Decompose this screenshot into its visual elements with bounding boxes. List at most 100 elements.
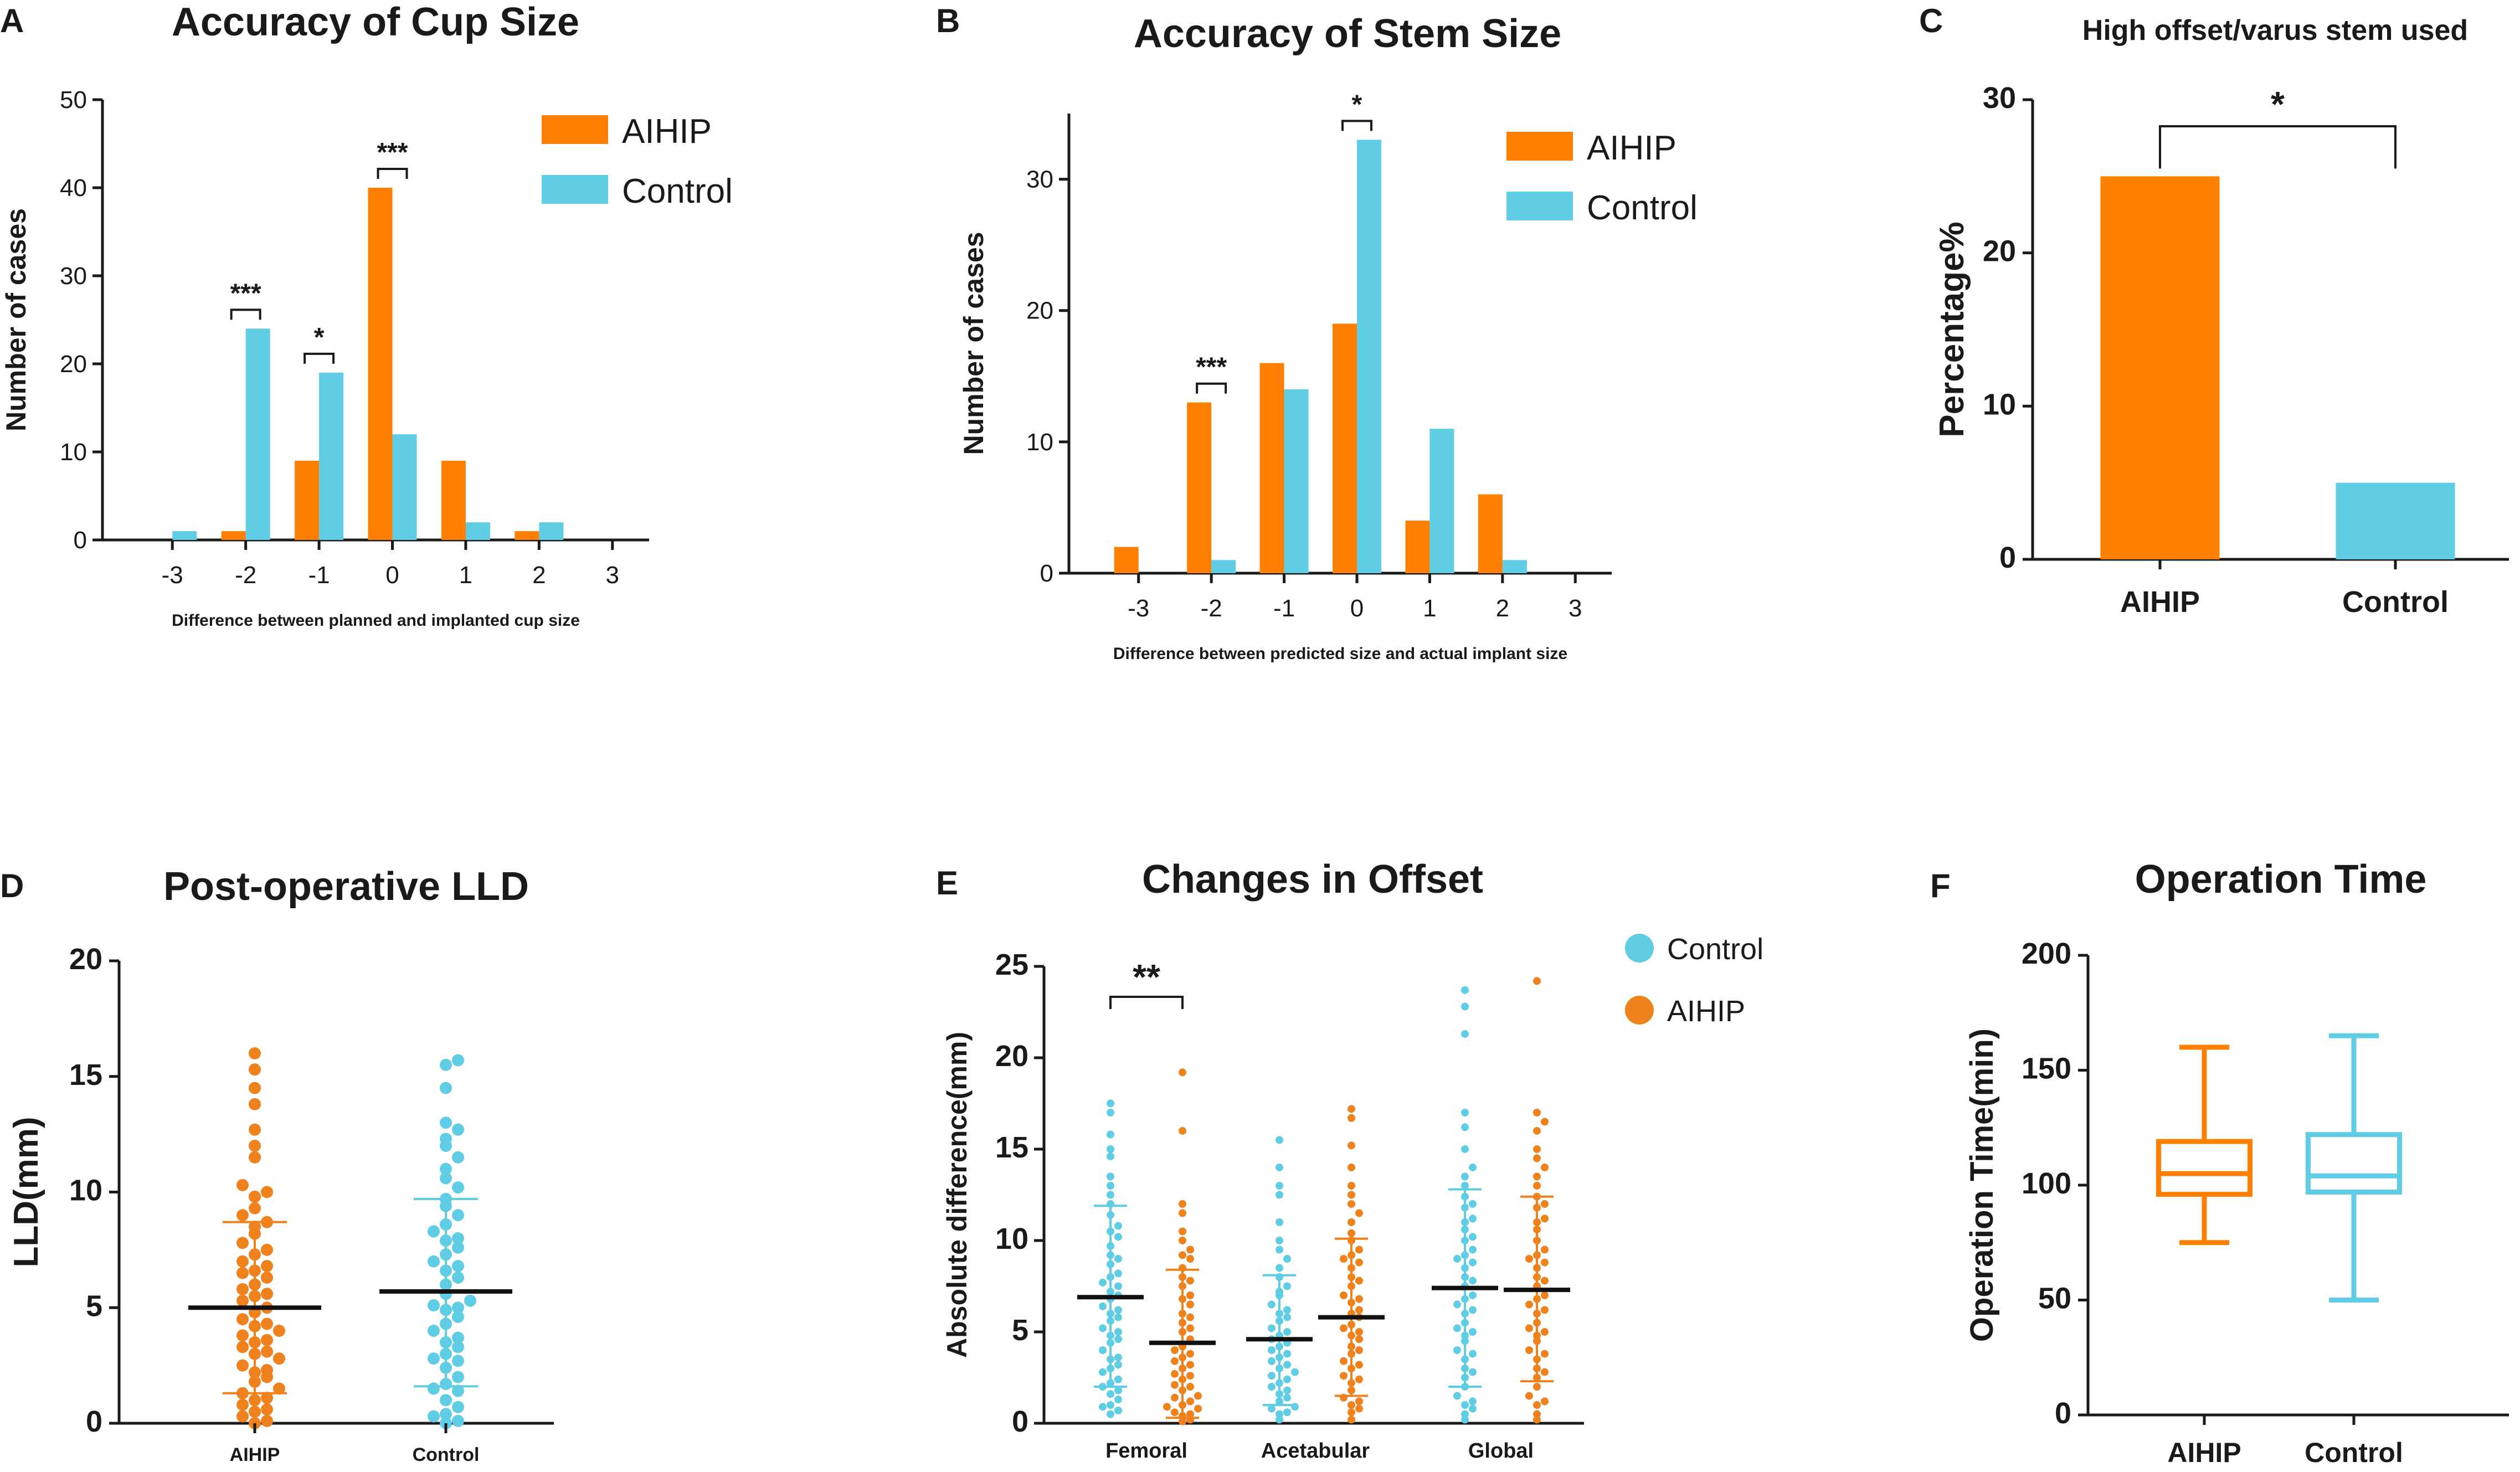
data-point	[428, 1255, 440, 1268]
data-point	[236, 1178, 249, 1191]
data-point	[1541, 1118, 1549, 1126]
data-point	[249, 1140, 261, 1152]
data-point	[1268, 1346, 1276, 1354]
data-point	[1461, 1109, 1469, 1116]
data-point	[1276, 1237, 1283, 1244]
bar-control	[2336, 482, 2455, 559]
data-point	[1340, 1357, 1348, 1365]
data-point	[261, 1345, 273, 1358]
data-point	[1171, 1346, 1179, 1354]
data-point	[1283, 1255, 1291, 1263]
significance-bracket	[2159, 125, 2396, 169]
data-point	[1283, 1386, 1291, 1394]
data-point	[1533, 1410, 1541, 1418]
data-point	[1283, 1350, 1291, 1358]
panel-f: F Operation Time 0 50 100 150 200 AIHIP Control O…	[1930, 857, 2509, 1468]
data-point	[1186, 1324, 1194, 1332]
bar-control	[465, 522, 490, 540]
y-tick-label: 20	[1026, 297, 1053, 325]
legend-label-aihip: AIHIP	[1587, 129, 1676, 167]
data-point	[1533, 1416, 1541, 1424]
data-point	[1541, 1214, 1549, 1223]
data-point	[1469, 1200, 1477, 1208]
data-point	[1541, 1350, 1549, 1358]
legend-swatch-aihip	[542, 115, 608, 144]
y-tick-label: 50	[2038, 1282, 2071, 1315]
x-tick-label: Control	[2342, 585, 2449, 619]
bar-aihip	[1187, 402, 1212, 573]
x-tick-label: -3	[1128, 595, 1149, 622]
data-point	[1179, 1068, 1186, 1077]
data-point	[1355, 1295, 1363, 1303]
data-point	[261, 1260, 273, 1273]
data-point	[249, 1190, 261, 1203]
data-point	[236, 1283, 249, 1295]
data-point	[1114, 1306, 1122, 1314]
data-point	[261, 1334, 273, 1346]
data-point	[1107, 1182, 1114, 1190]
data-point	[1107, 1109, 1114, 1116]
y-tick-label: 30	[1983, 81, 2016, 115]
data-point	[1107, 1410, 1114, 1418]
x-tick-label: 1	[459, 562, 472, 589]
data-point	[1179, 1251, 1186, 1259]
data-point	[1194, 1404, 1202, 1413]
x-tick-label: Control	[413, 1444, 480, 1465]
data-point	[452, 1271, 464, 1284]
data-point	[1114, 1406, 1122, 1414]
data-point	[1276, 1410, 1283, 1418]
bar-aihip	[1478, 494, 1503, 573]
data-point	[1099, 1346, 1107, 1354]
data-point	[1107, 1172, 1114, 1181]
data-point	[1179, 1200, 1186, 1208]
data-point	[249, 1063, 261, 1076]
x-tick-label: Global	[1468, 1439, 1534, 1463]
data-point	[1355, 1397, 1363, 1406]
data-point	[261, 1243, 273, 1256]
y-axis-title: Operation Time(min)	[1964, 1028, 2000, 1342]
data-point	[440, 1408, 452, 1420]
data-point	[1268, 1372, 1276, 1380]
y-tick-label: 150	[2022, 1052, 2071, 1085]
bar-aihip	[441, 460, 466, 540]
data-point	[1114, 1396, 1122, 1404]
data-point	[1276, 1182, 1283, 1190]
x-tick-label: 3	[606, 562, 619, 589]
data-point	[261, 1317, 273, 1330]
box-iqr	[2156, 1139, 2252, 1197]
data-point	[261, 1392, 273, 1404]
data-point	[1461, 1030, 1469, 1038]
data-point	[1461, 1172, 1469, 1181]
y-tick-label: 30	[1026, 166, 1053, 193]
data-point	[1114, 1328, 1122, 1336]
panel-a: A Accuracy of Cup Size 0 10 20 30 40 50 -3 -2 -1 0 1…	[0, 0, 733, 630]
data-point	[1114, 1313, 1122, 1321]
data-point	[1461, 1410, 1469, 1418]
data-point	[1348, 1401, 1355, 1409]
data-point	[1340, 1324, 1348, 1332]
data-point	[1525, 1300, 1533, 1309]
data-point	[1355, 1328, 1363, 1336]
data-point	[1276, 1164, 1283, 1171]
data-point	[1355, 1335, 1363, 1344]
data-point	[1099, 1302, 1107, 1310]
data-point	[261, 1414, 273, 1427]
data-point	[1099, 1368, 1107, 1376]
x-tick-label: 2	[1496, 595, 1509, 622]
data-point	[1525, 1255, 1533, 1263]
data-point	[1186, 1277, 1194, 1285]
data-point	[452, 1371, 464, 1383]
data-point	[249, 1082, 261, 1094]
data-point	[1114, 1353, 1122, 1362]
data-point	[249, 1406, 261, 1418]
data-point	[1453, 1392, 1461, 1400]
chart-title: Accuracy of Cup Size	[172, 0, 579, 44]
x-tick-label: Control	[2305, 1437, 2403, 1468]
data-point	[452, 1414, 464, 1427]
data-point	[1348, 1408, 1355, 1417]
significance-bracket	[377, 168, 408, 179]
bar-control	[1211, 560, 1236, 573]
data-point	[440, 1116, 452, 1129]
significance-bracket	[1196, 382, 1227, 394]
data-point	[1348, 1182, 1355, 1190]
